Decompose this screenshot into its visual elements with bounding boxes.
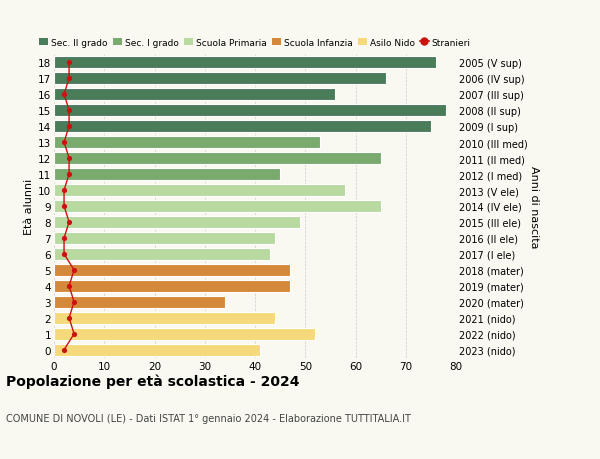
Bar [54, 296, 225, 308]
Bar [54, 264, 290, 276]
Bar [54, 312, 275, 325]
Bar [54, 344, 260, 356]
Bar [54, 328, 316, 340]
Point [64, 155, 74, 162]
Bar [54, 137, 320, 149]
Bar [54, 168, 280, 181]
Point [64, 59, 74, 67]
Bar [54, 280, 290, 292]
Point [70, 298, 79, 306]
Y-axis label: Anni di nascita: Anni di nascita [529, 165, 539, 248]
Bar [54, 185, 346, 197]
Bar [54, 89, 335, 101]
Point [59, 91, 69, 99]
Y-axis label: Età alunni: Età alunni [24, 179, 34, 235]
Point [70, 267, 79, 274]
Bar [54, 248, 270, 261]
Bar [54, 105, 446, 117]
Point [64, 123, 74, 130]
Point [64, 219, 74, 226]
Point [59, 139, 69, 146]
Point [59, 187, 69, 194]
Bar [54, 57, 436, 69]
Bar [54, 200, 380, 213]
Point [59, 235, 69, 242]
Bar [54, 73, 386, 85]
Bar [54, 216, 300, 229]
Point [64, 107, 74, 115]
Point [59, 347, 69, 354]
Point [64, 283, 74, 290]
Bar [54, 152, 380, 165]
Text: Popolazione per età scolastica - 2024: Popolazione per età scolastica - 2024 [6, 374, 299, 389]
Bar [54, 121, 431, 133]
Point [59, 251, 69, 258]
Point [64, 171, 74, 179]
Legend: Sec. II grado, Sec. I grado, Scuola Primaria, Scuola Infanzia, Asilo Nido, Stran: Sec. II grado, Sec. I grado, Scuola Prim… [40, 39, 470, 48]
Point [59, 203, 69, 210]
Point [64, 314, 74, 322]
Bar [54, 232, 275, 245]
Point [64, 75, 74, 83]
Text: COMUNE DI NOVOLI (LE) - Dati ISTAT 1° gennaio 2024 - Elaborazione TUTTITALIA.IT: COMUNE DI NOVOLI (LE) - Dati ISTAT 1° ge… [6, 413, 411, 423]
Point [70, 330, 79, 338]
